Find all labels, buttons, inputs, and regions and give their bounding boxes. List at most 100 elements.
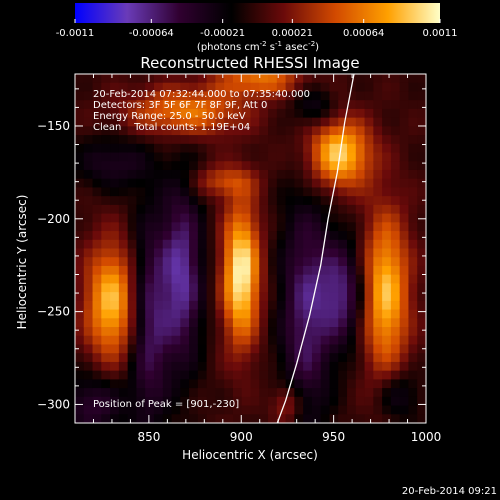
heatmap-cell xyxy=(408,161,418,171)
colorbar-ticks: -0.0011 -0.00064 -0.00021 0.00021 0.00064 0.0… xyxy=(56,19,458,39)
heatmap-cell xyxy=(373,143,383,154)
heatmap-cell xyxy=(180,196,190,206)
heatmap-cell xyxy=(189,292,199,302)
heatmap-cell xyxy=(180,126,190,136)
heatmap-cell xyxy=(180,353,190,363)
heatmap-cell xyxy=(382,248,392,258)
heatmap-cell xyxy=(311,213,322,223)
heatmap-cell xyxy=(206,82,217,93)
heatmap-cell xyxy=(241,318,252,328)
heatmap-cell xyxy=(118,91,129,101)
heatmap-cell xyxy=(355,82,366,93)
heatmap-cell xyxy=(329,309,339,319)
heatmap-cell xyxy=(276,239,287,250)
heatmap-cell xyxy=(250,292,260,302)
heatmap-cell xyxy=(329,353,339,363)
heatmap-cell xyxy=(127,300,138,311)
heatmap-cell xyxy=(83,74,94,84)
heatmap-cell xyxy=(215,388,225,398)
heatmap-cell xyxy=(250,335,260,346)
heatmap-cell xyxy=(75,117,85,127)
heatmap-cell xyxy=(373,274,383,284)
heatmap-cell xyxy=(329,318,339,328)
heatmap-cell xyxy=(189,248,199,258)
heatmap-cell xyxy=(311,283,322,293)
heatmap-cell xyxy=(303,143,313,154)
heatmap-cell xyxy=(294,169,304,180)
heatmap-cell xyxy=(338,309,348,319)
heatmap-cell xyxy=(145,353,155,363)
heatmap-cell xyxy=(118,379,129,389)
heatmap-cell xyxy=(215,361,225,372)
heatmap-cell xyxy=(382,327,392,337)
heatmap-cell xyxy=(118,396,129,407)
heatmap-cell xyxy=(92,91,102,101)
heatmap-cell xyxy=(215,152,225,162)
heatmap-cell xyxy=(338,169,348,180)
heatmap-cell xyxy=(224,231,234,241)
heatmap-cell xyxy=(136,117,146,127)
heatmap-cell xyxy=(303,74,313,84)
heatmap-cell xyxy=(250,135,260,145)
colorbar-tick-label: -0.00021 xyxy=(200,28,245,39)
heatmap-cell xyxy=(241,353,252,363)
heatmap-cell xyxy=(355,178,366,189)
heatmap-cell xyxy=(338,213,348,223)
heatmap-cell xyxy=(259,169,269,180)
heatmap-cell xyxy=(338,300,348,311)
heatmap-cell xyxy=(311,135,322,145)
heatmap-cell xyxy=(224,161,234,171)
y-tick-label: −250 xyxy=(37,305,70,319)
heatmap-cell xyxy=(311,108,322,119)
heatmap-cell xyxy=(171,91,181,101)
heatmap-cell xyxy=(329,82,339,93)
heatmap-cell xyxy=(197,388,208,398)
heatmap-cell xyxy=(259,231,269,241)
heatmap-cell xyxy=(92,370,102,380)
heatmap-cell xyxy=(382,126,392,136)
heatmap-cell xyxy=(338,414,348,423)
heatmap-cell xyxy=(197,292,208,302)
heatmap-cell xyxy=(232,204,243,215)
heatmap-cell xyxy=(320,126,331,136)
heatmap-cell xyxy=(75,379,85,389)
heatmap-cell xyxy=(311,222,322,232)
heatmap-cell xyxy=(373,152,383,162)
heatmap-cell xyxy=(232,82,243,93)
heatmap-cell xyxy=(382,108,392,119)
heatmap-cell xyxy=(329,248,339,258)
heatmap-cell xyxy=(364,213,374,223)
heatmap-cell xyxy=(215,187,225,197)
heatmap-cell xyxy=(364,318,374,328)
heatmap-cell xyxy=(224,152,234,162)
heatmap-cell xyxy=(197,213,208,223)
heatmap-cell xyxy=(110,239,120,250)
heatmap-cell xyxy=(101,143,111,154)
heatmap-cell xyxy=(329,91,339,101)
heatmap-cell xyxy=(101,292,111,302)
y-tick-label: −150 xyxy=(37,119,70,133)
heatmap-cell xyxy=(303,91,313,101)
heatmap-cell xyxy=(180,231,190,241)
heatmap-cell xyxy=(189,143,199,154)
heatmap-cell xyxy=(364,405,374,415)
heatmap-cell xyxy=(285,248,295,258)
heatmap-cell xyxy=(127,396,138,407)
heatmap-cell xyxy=(382,161,392,171)
heatmap-cell xyxy=(268,196,278,206)
heatmap-cell xyxy=(145,283,155,293)
heatmap-cell xyxy=(241,292,252,302)
heatmap-cell xyxy=(101,248,111,258)
heatmap-cell xyxy=(180,388,190,398)
heatmap-cell xyxy=(250,91,260,101)
heatmap-cell xyxy=(127,204,138,215)
heatmap-cell xyxy=(373,204,383,215)
heatmap-cell xyxy=(75,335,85,346)
heatmap-cell xyxy=(311,388,322,398)
heatmap-cell xyxy=(382,231,392,241)
heatmap-cell xyxy=(294,126,304,136)
heatmap-cell xyxy=(189,152,199,162)
heatmap-cell xyxy=(83,309,94,319)
heatmap-cell xyxy=(329,204,339,215)
heatmap-cell xyxy=(285,396,295,407)
